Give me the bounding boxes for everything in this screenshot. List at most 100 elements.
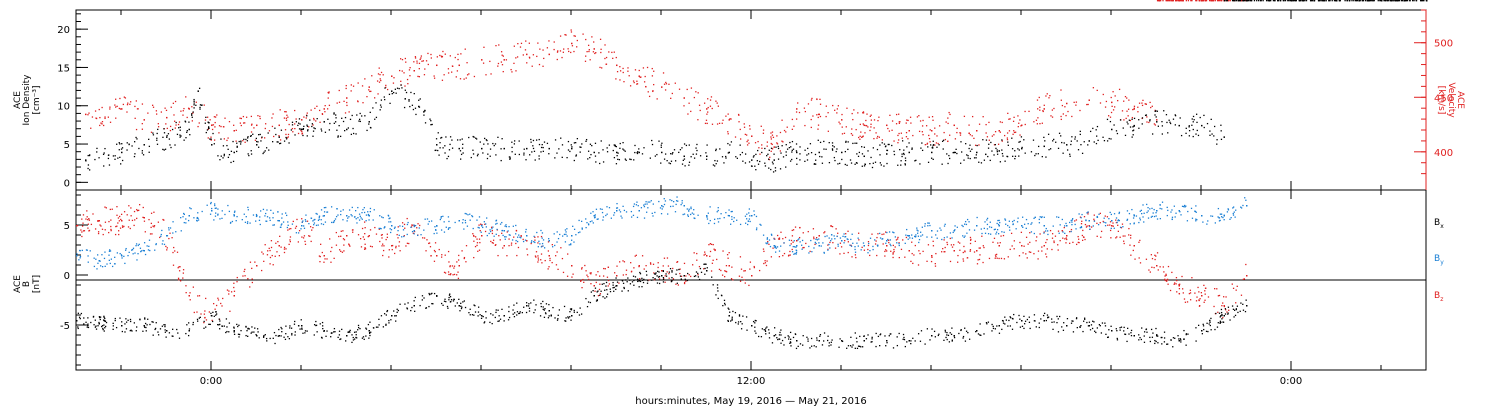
- data-point: [86, 216, 88, 218]
- data-point: [949, 157, 951, 160]
- data-point: [836, 148, 838, 150]
- data-point: [1049, 94, 1051, 97]
- data-point: [872, 162, 874, 164]
- data-point: [214, 308, 216, 310]
- data-point: [997, 233, 1000, 235]
- data-point: [1021, 124, 1023, 127]
- data-point: [804, 149, 806, 151]
- data-point: [675, 200, 678, 202]
- data-point: [852, 344, 854, 346]
- data-point: [1163, 341, 1166, 343]
- data-point: [211, 319, 213, 322]
- data-point: [294, 109, 296, 112]
- data-point: [515, 242, 517, 245]
- data-point: [159, 328, 162, 330]
- data-point: [85, 113, 87, 116]
- data-point: [1331, 0, 1333, 2]
- data-point: [830, 240, 832, 242]
- data-point: [1036, 123, 1038, 125]
- data-point: [551, 244, 553, 246]
- data-point: [772, 247, 774, 249]
- data-point: [182, 110, 184, 112]
- data-point: [423, 297, 425, 299]
- data-point: [346, 220, 348, 222]
- data-point: [839, 123, 841, 125]
- data-point: [487, 153, 489, 155]
- data-point: [509, 234, 511, 236]
- data-point: [219, 159, 221, 161]
- data-point: [104, 325, 107, 328]
- data-point: [259, 117, 261, 120]
- data-point: [791, 251, 794, 253]
- data-point: [444, 145, 446, 147]
- data-point: [919, 120, 922, 122]
- data-point: [791, 151, 793, 153]
- data-point: [1222, 216, 1224, 219]
- data-point: [1262, 0, 1264, 2]
- data-point: [443, 300, 446, 302]
- data-point: [653, 272, 655, 274]
- data-point: [82, 222, 84, 224]
- data-point: [398, 234, 400, 236]
- data-point: [1024, 320, 1027, 322]
- data-point: [1011, 148, 1014, 150]
- data-point: [227, 137, 229, 139]
- data-point: [527, 305, 530, 307]
- data-point: [326, 211, 328, 213]
- data-point: [1169, 289, 1172, 292]
- data-point: [509, 158, 511, 160]
- data-point: [942, 148, 944, 150]
- data-point: [743, 126, 746, 128]
- data-point: [906, 119, 908, 121]
- data-point: [1109, 229, 1112, 232]
- data-point: [904, 159, 907, 162]
- data-point: [459, 150, 462, 152]
- data-point: [807, 153, 810, 155]
- data-point: [324, 111, 326, 113]
- data-point: [980, 162, 983, 164]
- data-point: [1046, 314, 1049, 316]
- data-point: [459, 139, 461, 141]
- data-point: [506, 255, 508, 257]
- data-point: [257, 141, 259, 143]
- data-point: [799, 159, 801, 161]
- data-point: [358, 213, 361, 215]
- data-point: [1201, 330, 1203, 332]
- data-point: [211, 210, 213, 212]
- data-point: [728, 209, 730, 211]
- data-point: [101, 266, 104, 268]
- data-point: [401, 70, 403, 72]
- data-point: [421, 299, 423, 301]
- data-point: [101, 106, 103, 109]
- data-point: [148, 239, 151, 241]
- data-point: [505, 59, 508, 61]
- data-point: [417, 75, 419, 78]
- data-point: [426, 218, 429, 220]
- data-point: [243, 213, 245, 215]
- data-point: [447, 155, 450, 158]
- data-point: [1128, 99, 1130, 101]
- data-point: [565, 233, 567, 236]
- data-point: [1211, 215, 1214, 217]
- data-point: [337, 136, 339, 138]
- data-point: [954, 138, 957, 140]
- data-point: [502, 247, 504, 249]
- data-point: [123, 255, 125, 258]
- data-point: [1005, 319, 1007, 321]
- data-point: [1156, 265, 1158, 267]
- data-point: [279, 139, 282, 141]
- data-point: [350, 214, 352, 216]
- data-point: [111, 208, 113, 210]
- data-point: [1030, 151, 1033, 153]
- data-point: [428, 305, 430, 308]
- data-point: [501, 64, 504, 66]
- data-point: [960, 329, 962, 331]
- data-point: [712, 164, 715, 166]
- data-point: [768, 149, 770, 151]
- data-point: [263, 260, 265, 263]
- data-point: [179, 136, 181, 138]
- data-point: [430, 120, 432, 122]
- data-point: [288, 123, 290, 126]
- data-point: [233, 124, 235, 126]
- data-point: [828, 237, 830, 239]
